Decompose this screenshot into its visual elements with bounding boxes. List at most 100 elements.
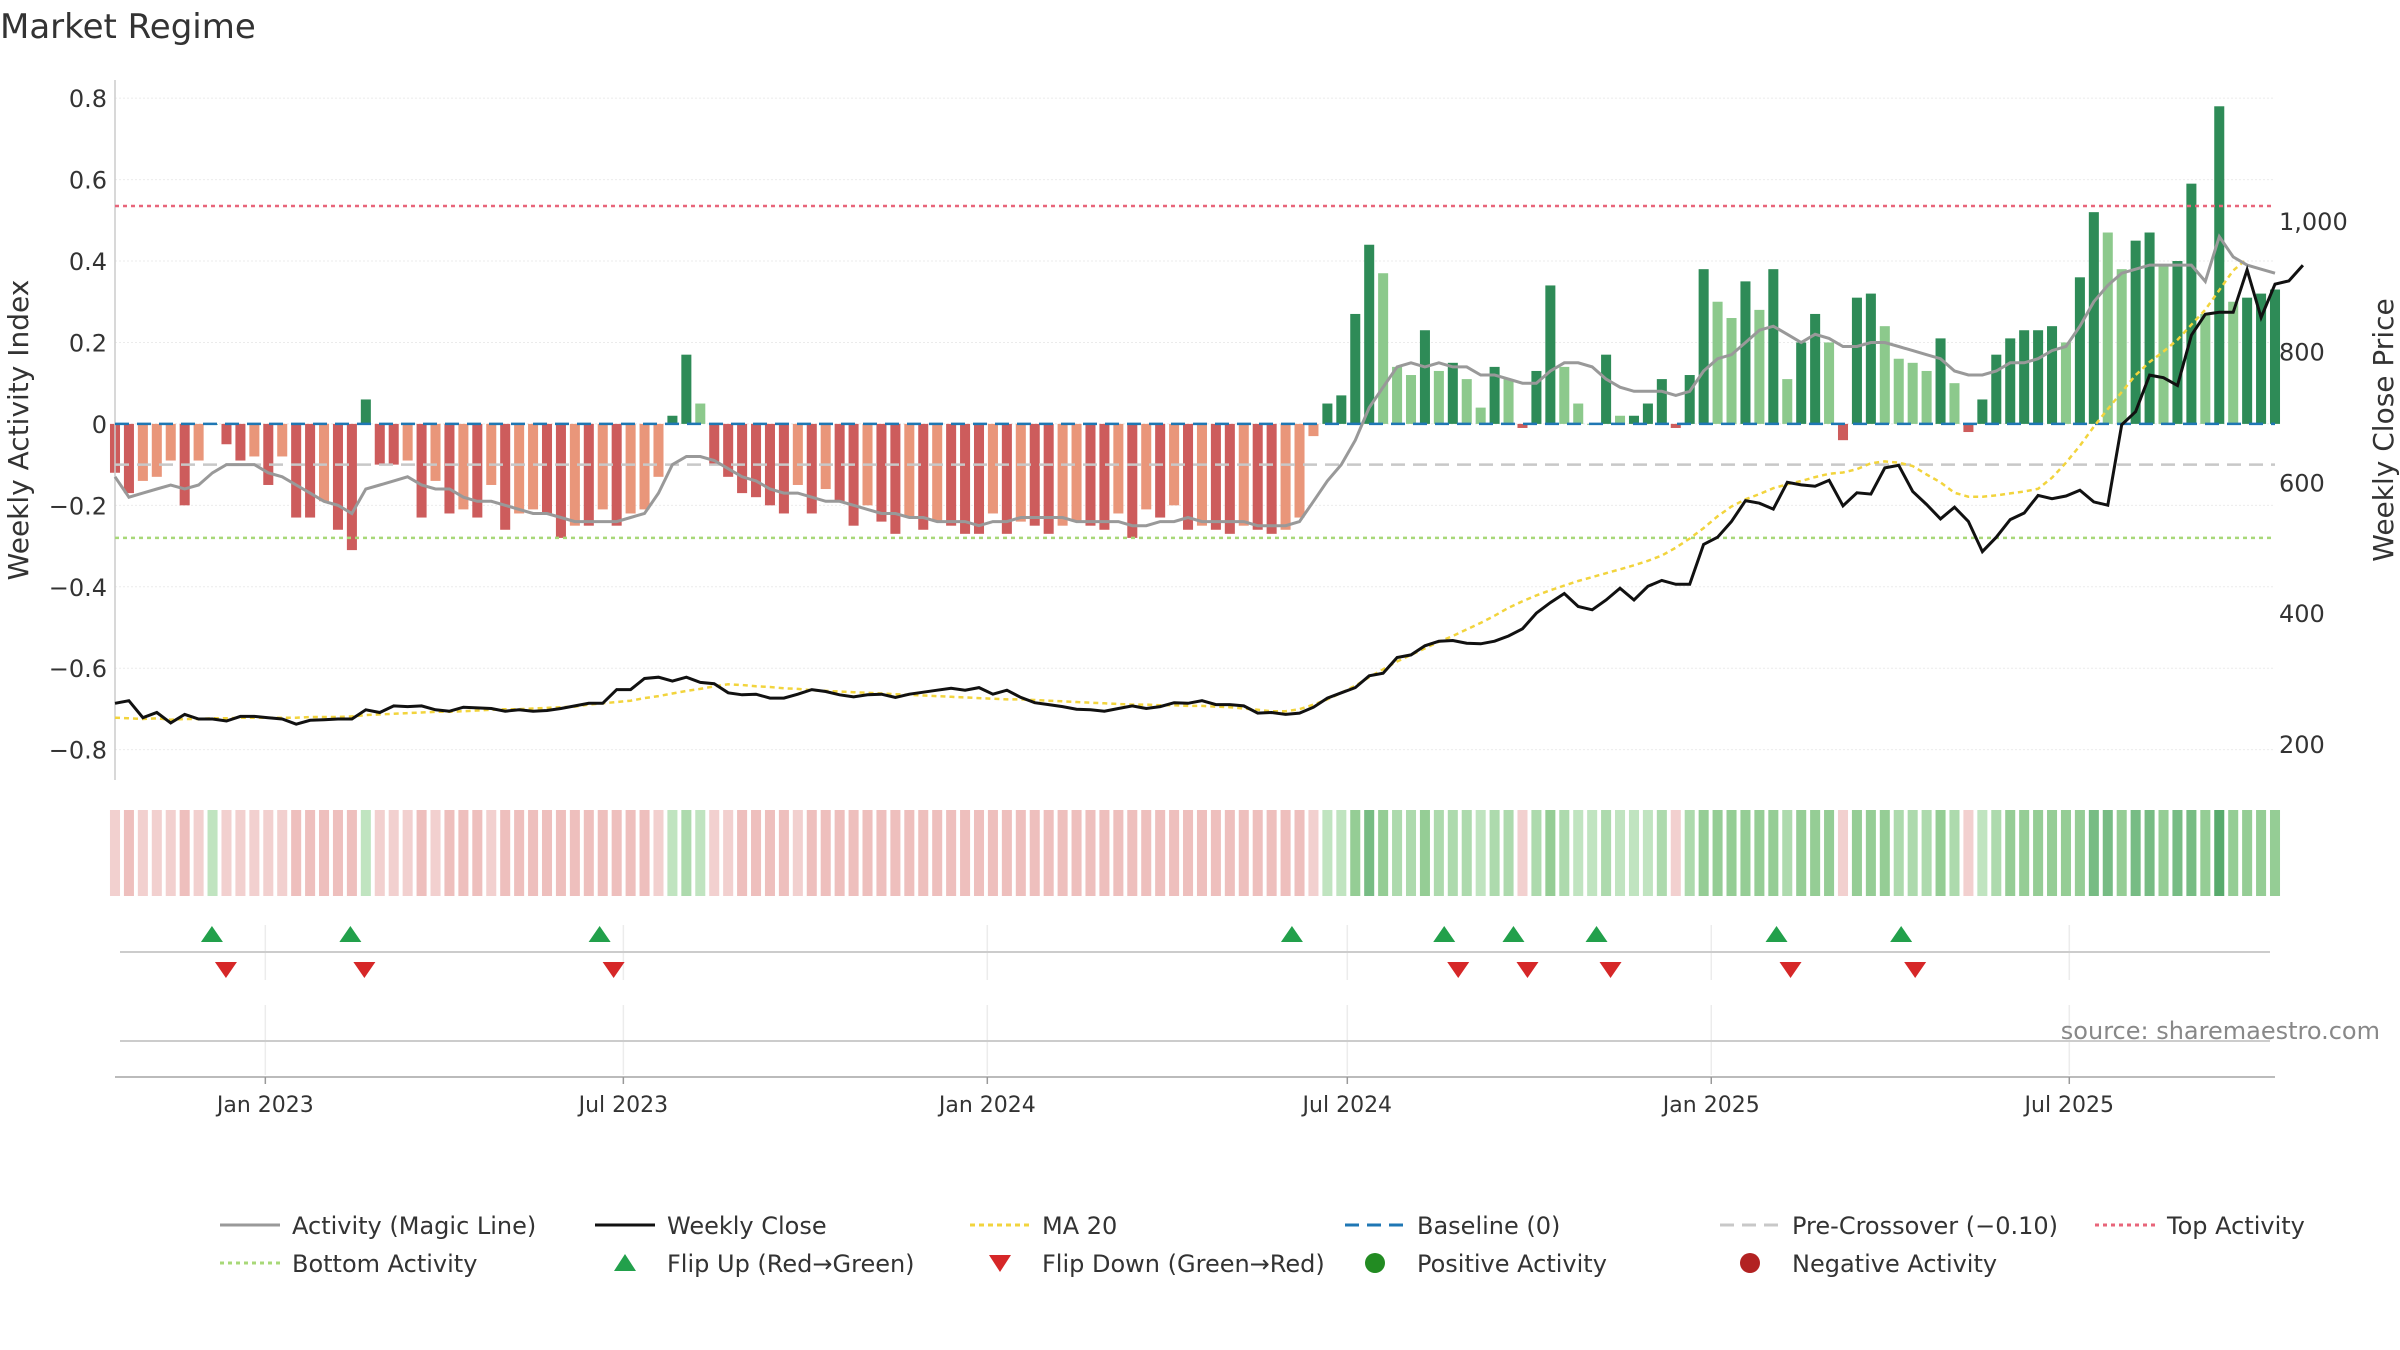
regime-cell bbox=[904, 810, 915, 896]
activity-bar bbox=[1378, 273, 1389, 424]
activity-bar bbox=[472, 423, 483, 518]
reference-lines bbox=[115, 204, 2275, 540]
activity-bar bbox=[1447, 362, 1458, 424]
y-tick-label: 0 bbox=[92, 411, 107, 439]
regime-cell bbox=[737, 810, 748, 896]
activity-bar bbox=[1865, 293, 1876, 424]
activity-bar bbox=[1991, 354, 2002, 424]
regime-cell bbox=[1447, 810, 1458, 896]
y-tick-label: −0.2 bbox=[49, 492, 107, 520]
activity-bar bbox=[1085, 423, 1096, 526]
activity-bar bbox=[221, 423, 232, 445]
regime-cell bbox=[193, 810, 204, 896]
regime-cell bbox=[472, 810, 483, 896]
regime-cell bbox=[2256, 810, 2267, 896]
activity-bar bbox=[1670, 423, 1681, 428]
regime-cell bbox=[806, 810, 817, 896]
legend-label: MA 20 bbox=[1042, 1212, 1117, 1240]
activity-bar bbox=[1837, 423, 1849, 441]
activity-bar bbox=[2144, 232, 2155, 424]
y-tick-label: −0.4 bbox=[49, 574, 107, 602]
x-tick-label: Jul 2025 bbox=[2023, 1093, 2115, 1118]
regime-cell bbox=[751, 810, 762, 896]
axes: 0.8 0.6 0.4 0.2 0 −0.2 −0.4 −0.6 −0.8 200 400 600 80… bbox=[49, 80, 2348, 780]
activity-bar bbox=[1127, 423, 1138, 538]
activity-bar bbox=[1155, 423, 1166, 518]
activity-bar bbox=[500, 423, 511, 530]
activity-bar bbox=[1029, 423, 1040, 526]
regime-cell bbox=[179, 810, 190, 896]
regime-cell bbox=[249, 810, 260, 896]
regime-cell bbox=[1099, 810, 1110, 896]
regime-cell bbox=[221, 810, 232, 896]
activity-bar bbox=[2102, 232, 2113, 424]
y-tick-label: 0.4 bbox=[69, 248, 107, 276]
activity-bar bbox=[764, 423, 775, 506]
regime-cell bbox=[1196, 810, 1207, 896]
activity-bar bbox=[1642, 403, 1653, 424]
activity-bar bbox=[346, 423, 357, 551]
activity-bar bbox=[973, 423, 985, 534]
activity-bar bbox=[946, 423, 957, 526]
activity-bar bbox=[1517, 423, 1528, 428]
regime-cell bbox=[1907, 810, 1918, 896]
regime-cell bbox=[1712, 810, 1723, 896]
regime-cell bbox=[346, 810, 357, 896]
y-tick-label: 0.2 bbox=[69, 329, 107, 357]
regime-cell bbox=[709, 810, 720, 896]
activity-bar bbox=[876, 423, 887, 522]
legend-label: Negative Activity bbox=[1792, 1250, 1997, 1278]
legend-label: Pre-Crossover (−0.10) bbox=[1792, 1212, 2058, 1240]
flip-up-marker bbox=[339, 926, 362, 942]
regime-cell bbox=[1364, 810, 1375, 896]
regime-cell bbox=[1531, 810, 1542, 896]
regime-cell bbox=[1419, 810, 1430, 896]
regime-cell bbox=[541, 810, 553, 896]
regime-cell bbox=[890, 810, 901, 896]
y-tick-label: −0.6 bbox=[49, 655, 107, 683]
regime-cell bbox=[792, 810, 803, 896]
activity-bar bbox=[987, 423, 998, 514]
regime-cell bbox=[374, 810, 385, 896]
activity-bar bbox=[1573, 403, 1584, 424]
activity-bar bbox=[583, 423, 594, 526]
legend-label: Weekly Close bbox=[667, 1212, 827, 1240]
regime-cell bbox=[653, 810, 664, 896]
legend-swatch bbox=[1365, 1253, 1385, 1273]
activity-bar bbox=[1252, 423, 1263, 530]
regime-cell bbox=[1726, 810, 1737, 896]
regime-cell bbox=[1336, 810, 1347, 896]
activity-bar bbox=[611, 423, 622, 526]
activity-bar bbox=[1545, 285, 1556, 424]
activity-bar bbox=[737, 423, 748, 494]
regime-cell bbox=[1057, 810, 1068, 896]
regime-cell bbox=[681, 810, 692, 896]
weekly-close-line bbox=[114, 264, 2305, 726]
regime-cell bbox=[960, 810, 971, 896]
flip-down-marker bbox=[1904, 962, 1927, 978]
x-tick-label: Jul 2024 bbox=[1301, 1093, 1393, 1118]
activity-bar bbox=[1782, 379, 1793, 424]
x-tick-label: Jan 2023 bbox=[215, 1093, 314, 1118]
y-tick-label: 0.8 bbox=[69, 85, 107, 113]
activity-bar bbox=[2033, 330, 2044, 424]
activity-bar bbox=[2158, 265, 2169, 424]
activity-bar bbox=[444, 423, 455, 514]
regime-cell bbox=[778, 810, 789, 896]
activity-bar bbox=[1336, 395, 1347, 424]
flip-down-marker bbox=[1599, 962, 1622, 978]
regime-cell bbox=[2228, 810, 2239, 896]
legend-label: Flip Up (Red→Green) bbox=[667, 1250, 915, 1278]
activity-bar bbox=[1350, 313, 1361, 424]
activity-bar bbox=[165, 423, 176, 461]
flip-up-marker bbox=[1890, 926, 1913, 942]
activity-bar bbox=[1392, 366, 1403, 424]
regime-cell bbox=[834, 810, 845, 896]
activity-bar bbox=[1963, 423, 1974, 433]
activity-bar bbox=[2060, 342, 2071, 424]
activity-bar bbox=[2005, 338, 2016, 424]
activity-bar bbox=[2047, 326, 2058, 424]
regime-cell bbox=[458, 810, 469, 896]
regime-cell bbox=[1601, 810, 1612, 896]
activity-bar bbox=[1977, 399, 1988, 424]
